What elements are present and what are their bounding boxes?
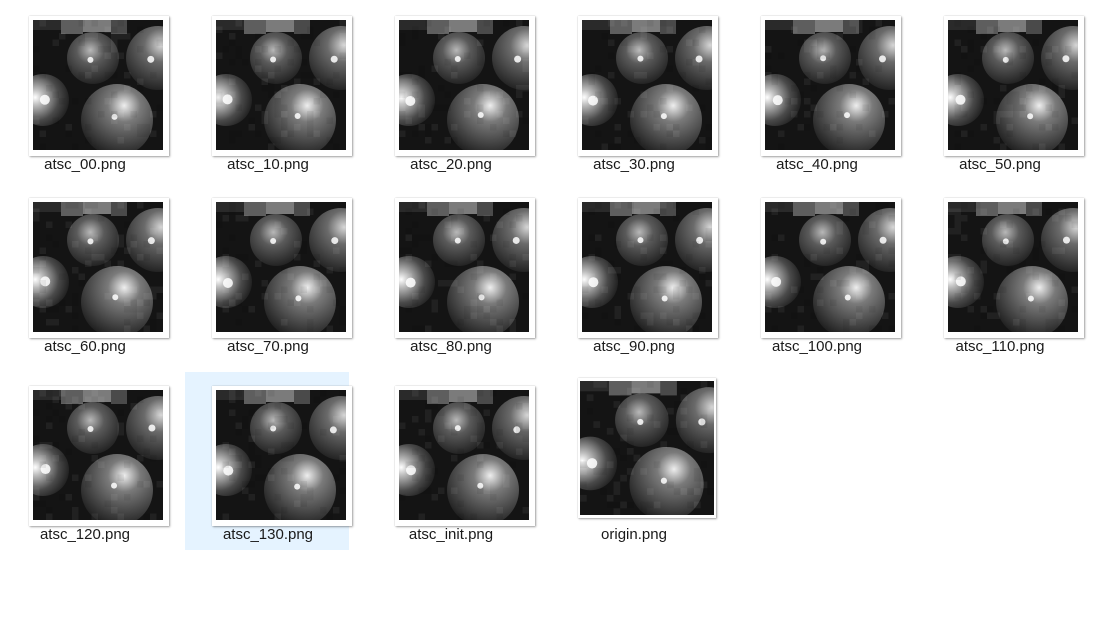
- file-tile[interactable]: origin.png: [551, 372, 716, 550]
- dark-spheres-thumbnail: [580, 381, 714, 515]
- file-thumbnail-frame: [761, 198, 901, 338]
- file-thumbnail-frame: [212, 16, 352, 156]
- file-name-label: atsc_10.png: [227, 156, 309, 173]
- file-thumbnail-frame: [212, 198, 352, 338]
- dark-spheres-thumbnail: [582, 20, 712, 150]
- file-tile[interactable]: atsc_120.png: [2, 372, 169, 550]
- file-thumbnail-frame: [395, 198, 535, 338]
- file-thumbnail-frame: [944, 198, 1084, 338]
- file-tile[interactable]: atsc_10.png: [185, 2, 352, 180]
- file-name-label: atsc_40.png: [776, 156, 858, 173]
- file-tile[interactable]: atsc_110.png: [917, 184, 1084, 362]
- file-name-label: atsc_70.png: [227, 338, 309, 355]
- file-tile[interactable]: atsc_130.png: [185, 372, 352, 550]
- dark-spheres-thumbnail: [33, 20, 163, 150]
- file-tile[interactable]: atsc_50.png: [917, 2, 1084, 180]
- file-name-label: origin.png: [601, 526, 667, 543]
- file-name-label: atsc_120.png: [39, 526, 131, 543]
- file-name-label: atsc_50.png: [959, 156, 1041, 173]
- file-thumbnail-frame: [29, 198, 169, 338]
- dark-spheres-thumbnail: [399, 20, 529, 150]
- file-tile[interactable]: atsc_30.png: [551, 2, 718, 180]
- file-name-label: atsc_90.png: [593, 338, 675, 355]
- file-tile[interactable]: atsc_100.png: [734, 184, 901, 362]
- file-name-label: atsc_100.png: [771, 338, 863, 355]
- file-name-label: atsc_130.png: [222, 526, 314, 543]
- file-name-label: atsc_80.png: [410, 338, 492, 355]
- file-tile[interactable]: atsc_80.png: [368, 184, 535, 362]
- file-name-label: atsc_110.png: [955, 338, 1045, 355]
- dark-spheres-thumbnail: [33, 202, 163, 332]
- file-name-label: atsc_60.png: [44, 338, 126, 355]
- file-tile[interactable]: atsc_70.png: [185, 184, 352, 362]
- file-thumbnail-frame: [944, 16, 1084, 156]
- file-thumbnail-frame: [578, 16, 718, 156]
- file-name-label: atsc_20.png: [410, 156, 492, 173]
- file-name-label: atsc_30.png: [593, 156, 675, 173]
- file-thumbnail-frame: [395, 16, 535, 156]
- dark-spheres-thumbnail: [948, 20, 1078, 150]
- dark-spheres-thumbnail: [948, 202, 1078, 332]
- dark-spheres-thumbnail: [582, 202, 712, 332]
- file-thumbnail-frame: [395, 386, 535, 526]
- dark-spheres-thumbnail: [399, 202, 529, 332]
- dark-spheres-thumbnail: [765, 202, 895, 332]
- file-thumbnail-frame: [29, 16, 169, 156]
- dark-spheres-thumbnail: [216, 20, 346, 150]
- file-thumbnail-frame: [29, 386, 169, 526]
- file-tile[interactable]: atsc_00.png: [2, 2, 169, 180]
- file-tile[interactable]: atsc_init.png: [368, 372, 535, 550]
- file-thumbnail-frame: [761, 16, 901, 156]
- dark-spheres-thumbnail: [216, 202, 346, 332]
- file-name-label: atsc_init.png: [408, 526, 494, 543]
- file-tile[interactable]: atsc_20.png: [368, 2, 535, 180]
- dark-spheres-thumbnail: [33, 390, 163, 520]
- file-thumbnail-frame: [212, 386, 352, 526]
- file-tile[interactable]: atsc_60.png: [2, 184, 169, 362]
- file-thumbnail-frame: [578, 198, 718, 338]
- dark-spheres-thumbnail: [216, 390, 346, 520]
- file-name-label: atsc_00.png: [44, 156, 126, 173]
- dark-spheres-thumbnail: [399, 390, 529, 520]
- file-thumbnail-frame: [578, 378, 716, 518]
- file-tile[interactable]: atsc_40.png: [734, 2, 901, 180]
- dark-spheres-thumbnail: [765, 20, 895, 150]
- file-tile[interactable]: atsc_90.png: [551, 184, 718, 362]
